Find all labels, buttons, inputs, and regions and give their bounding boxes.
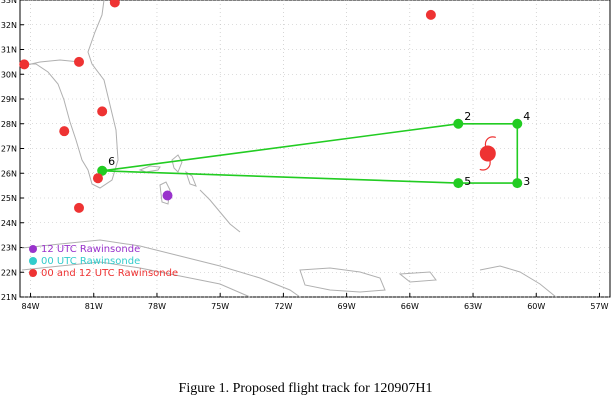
lat-label-0: 21N: [1, 293, 17, 302]
lat-label-12: 33N: [1, 0, 17, 5]
lat-label-9: 30N: [1, 70, 17, 79]
lat-label-6: 27N: [1, 145, 17, 154]
lat-label-10: 31N: [1, 46, 17, 55]
lon-label-1: 81W: [85, 302, 103, 311]
storm-arm-north: [484, 136, 496, 148]
graticule: [20, 0, 610, 298]
track-line: [102, 123, 519, 184]
puerto-rico-coast: [398, 271, 437, 283]
bahamas-central-islands: [199, 189, 241, 233]
abaco-island: [171, 154, 183, 173]
us-southeast-coastline: [22, 0, 119, 189]
waypoint-marker-6: [97, 165, 108, 176]
lon-label-4: 72W: [274, 302, 292, 311]
lon-label-6: 66W: [401, 302, 419, 311]
rawinsonde-station-7: [74, 202, 84, 213]
rawinsonde-station-2: [19, 59, 30, 70]
lat-label-4: 25N: [1, 194, 17, 203]
legend-marker-0: [29, 245, 37, 253]
map-frame: [19, 0, 611, 298]
lesser-antilles-arc: [479, 265, 557, 298]
legend-label-1: 00 UTC Rawinsonde: [41, 256, 140, 267]
lon-label-9: 57W: [590, 302, 608, 311]
lat-label-1: 22N: [1, 268, 17, 277]
waypoint-marker-4: [512, 118, 523, 129]
storm-symbol: [479, 136, 496, 171]
rawinsonde-station-5: [59, 126, 70, 137]
waypoint-label-2: 2: [464, 110, 471, 123]
rawinsonde-station-8: [162, 190, 173, 201]
lon-label-2: 78W: [148, 302, 166, 311]
waypoint-marker-5: [453, 178, 464, 189]
legend-label-2: 00 and 12 UTC Rawinsonde: [41, 268, 178, 279]
cuba-south-coast: [21, 261, 251, 298]
rawinsonde-station-3: [74, 56, 84, 67]
lon-label-0: 84W: [21, 302, 39, 311]
eleuthera-island: [185, 170, 197, 187]
waypoint-label-6: 6: [108, 155, 115, 168]
legend-label-0: 12 UTC Rawinsonde: [41, 244, 140, 255]
longitude-labels: 84W 81W 78W 75W 72W 69W 66W 63W 60W 57W: [21, 302, 608, 311]
waypoint-label-4: 4: [523, 110, 530, 123]
waypoint-label-5: 5: [464, 175, 471, 188]
coastlines: [21, 0, 557, 298]
latitude-labels: 21N 22N 23N 24N 25N 26N 27N 28N 29N 30N 31N 32N 33N: [1, 0, 17, 302]
rawinsonde-station-0: [109, 0, 120, 8]
legend-marker-2: [29, 269, 37, 277]
lat-label-11: 32N: [1, 21, 17, 30]
figure-caption: Figure 1. Proposed flight track for 1209…: [178, 381, 433, 396]
rawinsonde-station-1: [425, 9, 436, 20]
lat-label-7: 28N: [1, 120, 17, 129]
legend-marker-1: [29, 257, 37, 265]
cuba-north-coast: [21, 239, 301, 298]
lat-label-8: 29N: [1, 95, 17, 104]
rawinsonde-station-4: [97, 106, 108, 117]
rawinsonde-station-6: [92, 173, 103, 184]
map-figure: 6 2 4 3 5 21N 22N 23N 24N 25N 26N 27N 28N 29N 30N 31N 3…: [1, 0, 611, 311]
lat-label-5: 26N: [1, 169, 17, 178]
flight-track: [97, 118, 523, 189]
storm-arm-south: [479, 159, 491, 171]
lon-label-5: 69W: [338, 302, 356, 311]
lon-label-8: 60W: [527, 302, 545, 311]
waypoint-marker-2: [453, 118, 464, 129]
storm-center-marker: [479, 145, 496, 162]
hispaniola-coast: [299, 267, 386, 293]
lat-label-3: 24N: [1, 219, 17, 228]
us-gulf-coastline-west: [21, 59, 81, 67]
lon-label-3: 75W: [211, 302, 229, 311]
lon-label-7: 63W: [464, 302, 482, 311]
rawinsonde-stations: [19, 0, 436, 213]
waypoint-labels: 6 2 4 3 5: [108, 110, 530, 188]
waypoint-label-3: 3: [523, 175, 530, 188]
waypoint-marker-3: [512, 178, 523, 189]
lat-label-2: 23N: [1, 244, 17, 253]
